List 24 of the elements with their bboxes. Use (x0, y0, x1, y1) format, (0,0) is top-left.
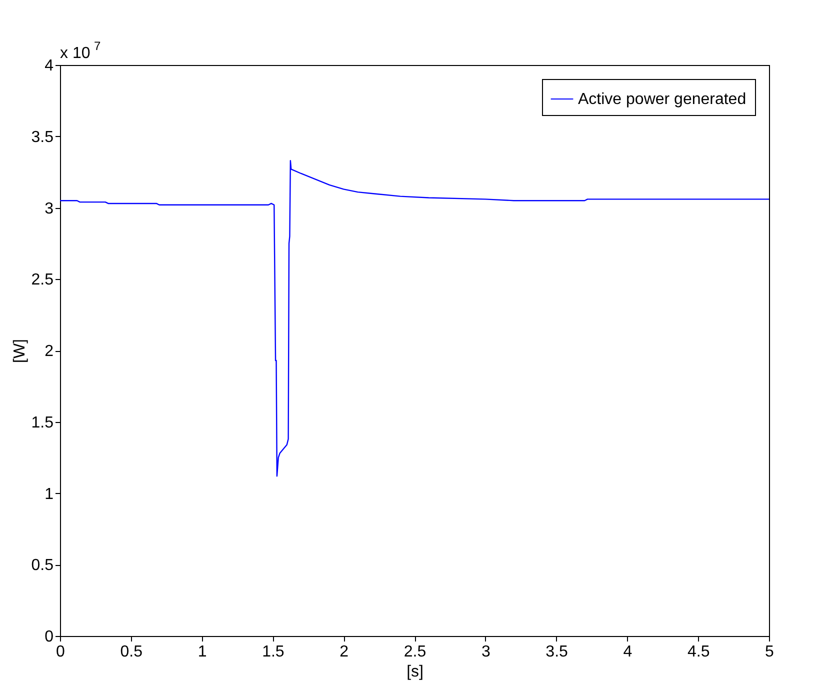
x-tick-label: 3 (481, 644, 490, 660)
x-tick-label: 0 (56, 644, 66, 660)
x-tick-label: 4 (623, 644, 632, 660)
x-tick-label: 4.5 (687, 644, 710, 660)
y-tick-label: 3 (44, 200, 54, 218)
x-tick-label: 1.5 (262, 644, 284, 660)
x-tick-label: 2 (340, 644, 349, 660)
legend-label: Active power generated (578, 91, 746, 108)
y-tick-label: 1 (44, 486, 54, 503)
y-tick-label: 3.5 (31, 128, 54, 146)
y-tick-label: 0 (44, 628, 54, 646)
x-tick-label: 2.5 (404, 644, 426, 660)
y-tick-label: 1.5 (31, 414, 54, 432)
x-axis-title: [s] (406, 664, 424, 680)
line-series (59, 160, 770, 477)
y-tick-label: 4 (44, 58, 54, 74)
x-tick-label: 0.5 (120, 644, 143, 660)
y-tick-label: 2.5 (31, 272, 54, 289)
x-tick-label: 3.5 (546, 644, 568, 660)
y-tick-label: 2 (44, 343, 54, 360)
y-tick-label: 0.5 (31, 557, 54, 574)
x-tick-label: 5 (765, 644, 774, 660)
x-tick-label: 1 (198, 644, 207, 660)
y-axis-title: [W] (11, 339, 28, 363)
